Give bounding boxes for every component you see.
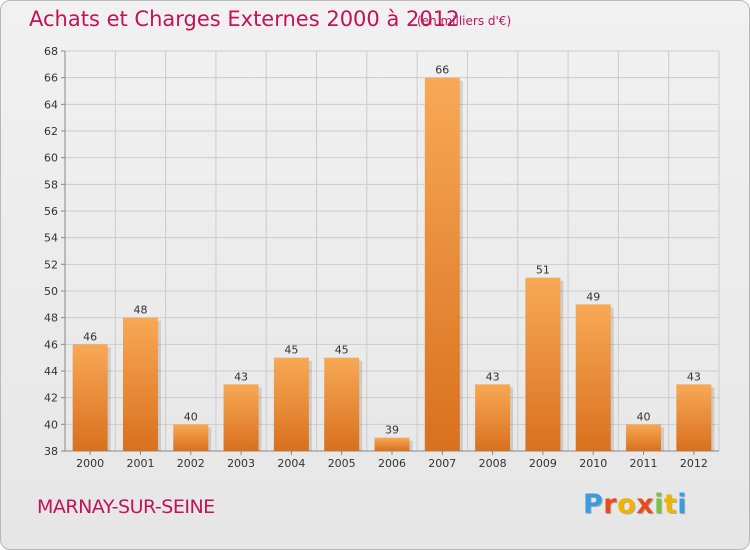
x-tick-label: 2001 — [126, 457, 154, 470]
value-label: 40 — [637, 410, 651, 423]
y-tick-label: 44 — [44, 365, 58, 378]
y-tick-label: 46 — [44, 338, 58, 351]
logo-letter: t — [663, 489, 678, 520]
y-tick-label: 68 — [44, 45, 58, 58]
value-label: 45 — [335, 344, 349, 357]
y-tick-label: 58 — [44, 178, 58, 191]
bar-2012 — [676, 384, 712, 451]
y-tick-label: 64 — [44, 98, 58, 111]
x-tick-label: 2009 — [529, 457, 557, 470]
value-label: 45 — [284, 344, 298, 357]
y-tick-label: 38 — [44, 445, 58, 458]
x-tick-label: 2003 — [227, 457, 255, 470]
y-tick-label: 54 — [44, 232, 58, 245]
bar-2006 — [374, 437, 410, 451]
chart-title: Achats et Charges Externes 2000 à 2012 — [29, 7, 460, 31]
bar-2003 — [223, 384, 259, 451]
y-tick-label: 48 — [44, 312, 58, 325]
y-tick-label: 50 — [44, 285, 58, 298]
bar-2009 — [525, 277, 561, 451]
value-label: 39 — [385, 424, 399, 437]
logo-letter: o — [617, 489, 637, 520]
logo-letter: x — [636, 489, 655, 520]
labels: 38 40 42 44 46 48 50 52 54 56 58 60 62 64 66 68 2000 46 20… — [44, 45, 708, 470]
y-tick-label: 60 — [44, 152, 58, 165]
grid-lines — [64, 50, 720, 452]
bar-2000 — [72, 344, 108, 451]
x-tick-label: 2011 — [630, 457, 658, 470]
bar-2010 — [575, 304, 611, 451]
chart-unit: (en milliers d'€) — [417, 14, 512, 28]
proxiti-logo: Proxiti — [583, 489, 687, 520]
x-tick-label: 2000 — [76, 457, 104, 470]
value-label: 48 — [133, 304, 147, 317]
x-tick-label: 2012 — [680, 457, 708, 470]
x-tick-label: 2002 — [177, 457, 205, 470]
logo-letter: r — [603, 489, 618, 520]
place-name: MARNAY-SUR-SEINE — [37, 496, 215, 518]
bars — [72, 77, 715, 452]
y-tick-label: 52 — [44, 258, 58, 271]
value-label: 43 — [486, 370, 500, 383]
y-tick-label: 62 — [44, 125, 58, 138]
value-label: 46 — [83, 330, 97, 343]
bar-2007 — [424, 77, 460, 452]
x-tick-label: 2007 — [428, 457, 456, 470]
x-tick-label: 2004 — [277, 457, 305, 470]
value-label: 49 — [586, 290, 600, 303]
x-tick-label: 2010 — [579, 457, 607, 470]
logo-letter: i — [654, 489, 664, 520]
bar-2008 — [475, 384, 511, 451]
x-tick-label: 2006 — [378, 457, 406, 470]
x-tick-label: 2008 — [479, 457, 507, 470]
value-label: 43 — [687, 370, 701, 383]
y-tick-label: 66 — [44, 72, 58, 85]
y-tick-label: 42 — [44, 392, 58, 405]
logo-letter: P — [583, 489, 604, 520]
logo-letter: i — [677, 489, 688, 520]
value-label: 51 — [536, 264, 550, 277]
bar-2005 — [324, 357, 360, 451]
bar-2002 — [173, 424, 209, 451]
bar-2001 — [122, 317, 158, 451]
value-label: 40 — [184, 410, 198, 423]
bar-2011 — [626, 424, 662, 451]
value-label: 66 — [435, 64, 449, 77]
x-tick-label: 2005 — [328, 457, 356, 470]
bar-2004 — [273, 357, 309, 451]
y-tick-label: 40 — [44, 418, 58, 431]
y-tick-label: 56 — [44, 205, 58, 218]
value-label: 43 — [234, 370, 248, 383]
